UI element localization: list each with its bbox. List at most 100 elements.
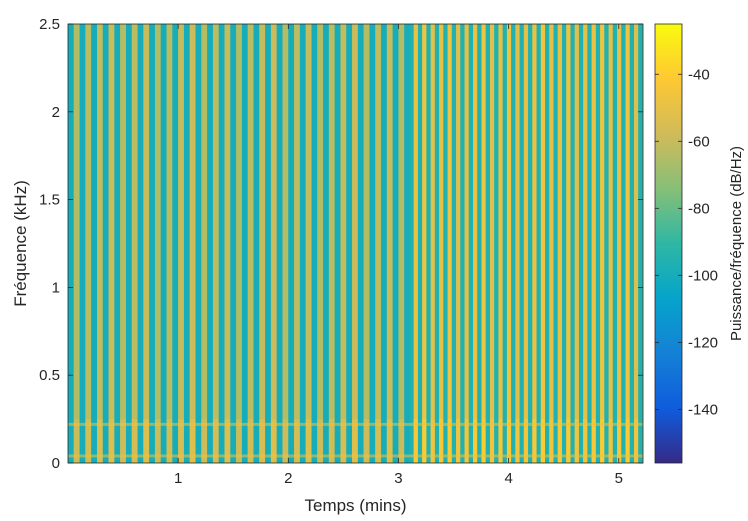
- spectrogram-high-stripe: [456, 24, 461, 463]
- spectrogram-low-stripe: [578, 24, 584, 463]
- spectrogram-high-stripe: [363, 24, 370, 463]
- y-tick-label: 2: [52, 104, 60, 121]
- x-axis-label: Temps (mins): [304, 496, 406, 515]
- spectrogram-high-stripe: [523, 24, 529, 463]
- spectrogram-lowfreq-energy: [591, 419, 596, 463]
- spectrogram-high-stripe: [259, 24, 266, 463]
- spectrogram-high-stripe: [201, 24, 208, 463]
- spectrogram-lowfreq-energy: [166, 419, 173, 463]
- spectrogram-lowfreq-energy: [224, 419, 231, 463]
- spectrogram-lowfreq-energy: [489, 419, 495, 463]
- spectrogram-low-stripe: [477, 24, 482, 463]
- spectrogram-high-stripe: [515, 24, 520, 463]
- colorbar: [654, 23, 683, 464]
- colorbar-tick-label: -40: [688, 66, 710, 83]
- spectrogram-lowfreq-energy: [625, 419, 630, 463]
- x-tick-label: 3: [394, 470, 402, 487]
- frequency-band-line: [68, 454, 643, 458]
- spectrogram-lowfreq-energy: [398, 419, 405, 463]
- spectrogram-low-stripe: [612, 24, 618, 463]
- spectrogram-lowfreq-energy: [439, 419, 444, 463]
- spectrogram-lowfreq-energy: [540, 419, 546, 463]
- spectrogram-low-stripe: [288, 24, 295, 463]
- spectrogram-low-stripe: [149, 24, 155, 463]
- spectrogram-lowfreq-energy: [498, 419, 503, 463]
- spectrogram-high-stripe: [386, 24, 393, 463]
- spectrogram-low-stripe: [79, 24, 86, 463]
- spectrogram-lowfreq-energy: [236, 419, 242, 463]
- spectrogram-lowfreq-energy: [557, 419, 562, 463]
- spectrogram-low-stripe: [409, 24, 414, 463]
- y-tick-label: 1.5: [39, 192, 60, 209]
- spectrogram-lowfreq-energy: [600, 419, 605, 463]
- spectrogram-lowfreq-energy: [120, 419, 126, 463]
- spectrogram-lowfreq-energy: [352, 419, 358, 463]
- spectrogram-lowfreq-energy: [574, 419, 579, 463]
- spectrogram-low-stripe: [276, 24, 283, 463]
- spectrogram-low-stripe: [553, 24, 558, 463]
- spectrogram-low-stripe: [595, 24, 601, 463]
- spectrogram-low-stripe: [265, 24, 271, 463]
- spectrogram-high-stripe: [583, 24, 588, 463]
- spectrogram-high-stripe: [236, 24, 242, 463]
- spectrogram-low-stripe: [485, 24, 490, 463]
- spectrogram-low-stripe: [545, 24, 550, 463]
- spectrogram-low-stripe: [218, 24, 225, 463]
- spectrogram-low-stripe: [137, 24, 144, 463]
- spectrogram-high-stripe: [166, 24, 173, 463]
- spectrogram-high-stripe: [506, 24, 512, 463]
- spectrogram-high-stripe: [617, 24, 622, 463]
- y-tick-label: 2.5: [39, 16, 60, 33]
- colorbar-tick-label: -120: [688, 334, 718, 351]
- spectrogram-low-stripe: [183, 24, 190, 463]
- spectrogram-low-stripe: [621, 24, 626, 463]
- spectrogram-high-stripe: [557, 24, 562, 463]
- spectrogram-low-stripe: [357, 24, 364, 463]
- x-tick-label: 4: [504, 470, 512, 487]
- spectrogram-high-stripe: [120, 24, 126, 463]
- spectrogram-low-stripe: [443, 24, 448, 463]
- spectrogram-lowfreq-energy: [506, 419, 512, 463]
- spectrogram-high-stripe: [591, 24, 596, 463]
- spectrogram-low-stripe: [68, 24, 74, 463]
- spectrogram-lowfreq-energy: [532, 419, 537, 463]
- spectrogram-lowfreq-energy: [413, 419, 418, 463]
- spectrogram-high-stripe: [430, 24, 435, 463]
- spectrogram-high-stripe: [574, 24, 579, 463]
- spectrogram-high-stripe: [96, 24, 103, 463]
- y-axis: 0 0.5 1 1.5 2 2.5: [39, 16, 643, 472]
- spectrogram-low-stripe: [392, 24, 399, 463]
- spectrogram-low-stripe: [502, 24, 507, 463]
- spectrogram-lowfreq-energy: [96, 419, 103, 463]
- spectrogram-lowfreq-energy: [178, 419, 184, 463]
- x-axis: 1 2 3 4 5: [174, 24, 623, 487]
- spectrogram-low-stripe: [346, 24, 353, 463]
- frequency-band-line: [68, 422, 643, 426]
- spectrogram-low-stripe: [404, 24, 410, 463]
- spectrogram-high-stripe: [413, 24, 418, 463]
- spectrogram-lowfreq-energy: [363, 419, 370, 463]
- spectrogram-low-stripe: [91, 24, 97, 463]
- spectrogram-lowfreq-energy: [259, 419, 266, 463]
- spectrogram-high-stripe: [305, 24, 312, 463]
- spectrogram-high-stripe: [282, 24, 289, 463]
- spectrogram-low-stripe: [230, 24, 237, 463]
- spectrogram-lowfreq-energy: [447, 419, 452, 463]
- x-tick-label: 5: [615, 470, 623, 487]
- spectrogram-high-stripe: [489, 24, 495, 463]
- spectrogram-high-stripe: [73, 24, 80, 463]
- spectrogram-lowfreq-energy: [270, 419, 277, 463]
- spectrogram-low-stripe: [114, 24, 121, 463]
- spectrogram-high-stripe: [540, 24, 546, 463]
- spectrogram-low-stripe: [629, 24, 635, 463]
- spectrogram-high-stripe: [317, 24, 324, 463]
- spectrogram-lowfreq-energy: [143, 419, 150, 463]
- spectrogram-lowfreq-energy: [131, 419, 138, 463]
- spectrogram-high-stripe: [108, 24, 115, 463]
- spectrogram-high-stripe: [375, 24, 382, 463]
- spectrogram-high-stripe: [473, 24, 478, 463]
- spectrogram-high-stripe: [143, 24, 150, 463]
- spectrogram-lowfreq-energy: [473, 419, 478, 463]
- colorbar-tick-label: -60: [688, 133, 710, 150]
- spectrogram-low-stripe: [434, 24, 440, 463]
